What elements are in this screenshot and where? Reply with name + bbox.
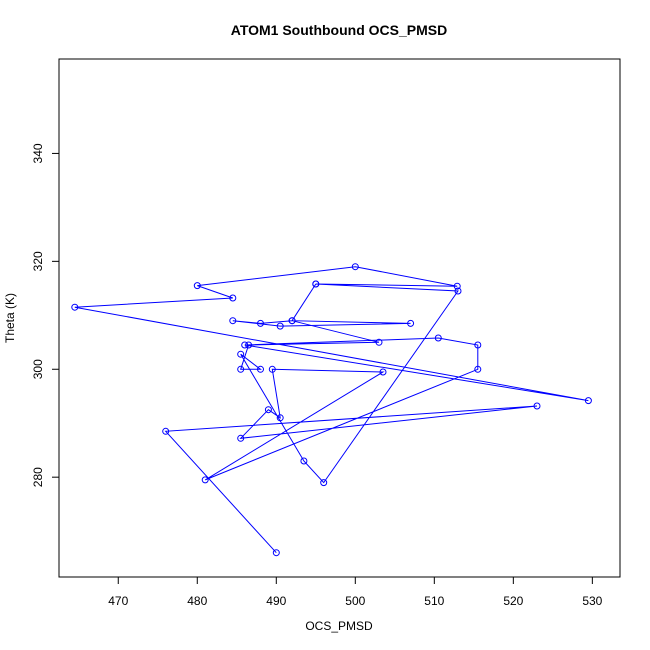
series-points — [71, 263, 592, 557]
data-point — [162, 427, 170, 435]
data-point — [454, 287, 462, 295]
data-point — [201, 476, 209, 484]
x-tick-label: 480 — [187, 594, 207, 608]
data-point — [237, 434, 245, 442]
y-axis: 280 300 320 340 — [31, 143, 60, 487]
data-point — [434, 334, 442, 342]
data-point — [237, 350, 245, 358]
y-axis-label: Theta (K) — [3, 293, 17, 343]
data-point — [474, 365, 482, 373]
data-point — [276, 322, 284, 330]
data-point — [257, 365, 264, 373]
y-tick-label: 280 — [31, 467, 45, 487]
x-tick-label: 500 — [345, 594, 365, 608]
data-point — [474, 341, 482, 349]
data-point — [453, 282, 461, 290]
y-tick-label: 340 — [31, 143, 45, 163]
data-point — [264, 406, 272, 414]
x-tick-label: 520 — [503, 594, 523, 608]
chart-title: ATOM1 Southbound OCS_PMSD — [231, 22, 447, 38]
data-point — [300, 457, 308, 465]
x-axis-label: OCS_PMSD — [305, 619, 373, 633]
data-point — [229, 294, 237, 302]
data-point — [276, 414, 284, 422]
x-tick-label: 470 — [108, 594, 128, 608]
series-line — [74, 266, 589, 554]
data-point — [193, 282, 201, 290]
data-point — [584, 397, 592, 405]
data-point — [375, 338, 383, 346]
data-point — [237, 365, 245, 373]
x-tick-label: 490 — [266, 594, 286, 608]
x-tick-label: 510 — [424, 594, 444, 608]
data-point — [272, 549, 280, 557]
data-point — [407, 319, 415, 327]
data-point — [245, 341, 253, 349]
data-point — [379, 368, 387, 376]
x-axis: 470 480 490 500 510 520 530 — [108, 576, 603, 608]
series-lines — [74, 266, 589, 554]
data-point — [71, 303, 79, 311]
data-point — [351, 263, 359, 271]
data-point — [268, 365, 276, 373]
y-tick-label: 320 — [31, 251, 45, 271]
data-point — [320, 479, 328, 487]
data-point — [533, 402, 541, 410]
data-point — [312, 280, 320, 288]
data-point — [229, 317, 237, 325]
data-point — [288, 317, 296, 325]
y-tick-label: 300 — [31, 359, 45, 379]
x-tick-label: 530 — [582, 594, 602, 608]
data-point — [241, 341, 249, 349]
data-point — [257, 319, 264, 327]
